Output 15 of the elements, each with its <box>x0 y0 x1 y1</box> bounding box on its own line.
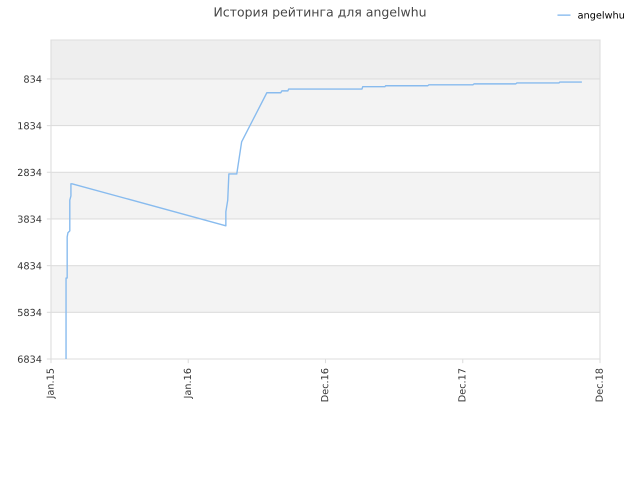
legend-label: angelwhu <box>578 11 624 21</box>
y-tick-label: 5834 <box>18 308 42 316</box>
line-series <box>65 81 582 359</box>
chart-title: История рейтинга для angelwhu <box>214 6 426 20</box>
y-tick-label: 2834 <box>18 168 42 176</box>
x-tick-label: Jan.16 <box>184 368 193 399</box>
x-tick-label: Dec.17 <box>458 368 466 402</box>
y-tick-label: 1834 <box>18 122 42 130</box>
x-tick-label: Dec.16 <box>320 368 328 402</box>
y-tick-label: 6834 <box>18 355 42 363</box>
x-tick-label: Jan.15 <box>46 368 56 399</box>
x-tick-label: Dec.18 <box>595 368 603 402</box>
y-tick-label: 3834 <box>18 215 42 223</box>
y-tick-label: 834 <box>24 75 42 83</box>
y-tick-label: 4834 <box>18 262 42 270</box>
